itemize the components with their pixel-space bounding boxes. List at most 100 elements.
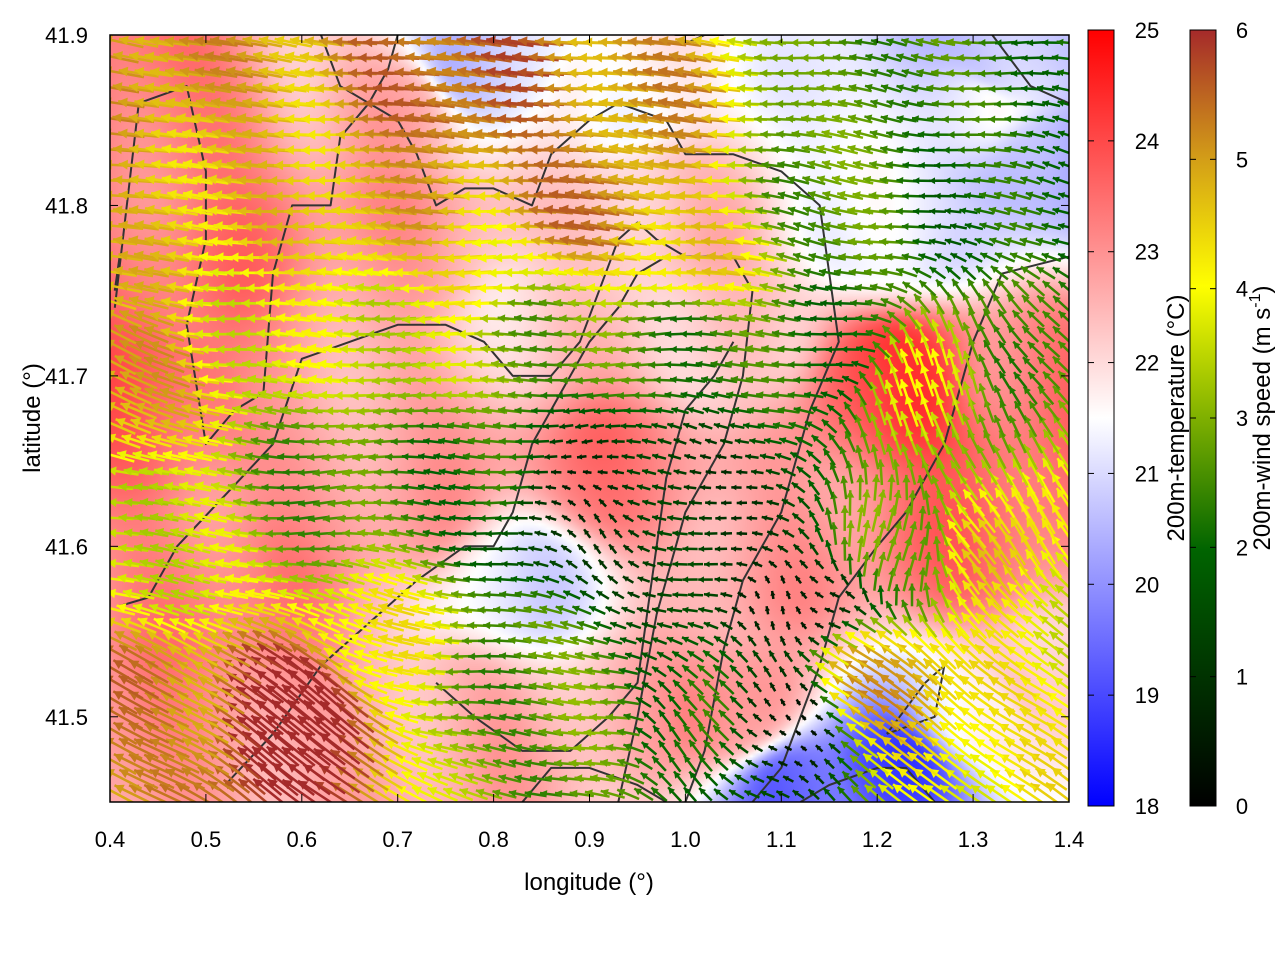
wind-vector <box>178 631 213 651</box>
wind-vector <box>184 618 217 634</box>
wind-vector <box>808 648 830 665</box>
wind-vector <box>483 713 506 721</box>
x-tick-label: 1.1 <box>766 827 797 852</box>
x-tick-label: 1.2 <box>862 827 893 852</box>
wind-vector <box>118 513 149 523</box>
wind-vector <box>753 620 761 631</box>
wind-vector <box>1040 517 1062 550</box>
wind-vector <box>613 559 624 570</box>
wind-vector <box>110 675 144 700</box>
wind-vector <box>112 659 154 685</box>
wind-vector <box>844 630 876 651</box>
wind-vector <box>499 499 521 507</box>
wind-vector <box>745 453 759 460</box>
wind-vector <box>775 790 790 799</box>
wind-vector <box>267 778 301 802</box>
wind-vector <box>400 513 423 522</box>
wind-vector <box>809 606 818 614</box>
wind-vector <box>423 468 442 476</box>
wind-vector <box>469 560 488 568</box>
wind-vector <box>377 602 415 617</box>
wind-vector <box>555 605 578 615</box>
wind-vector <box>607 484 619 491</box>
wind-vector <box>199 527 233 539</box>
wind-vector <box>584 789 610 798</box>
wind-vector <box>574 651 600 661</box>
wind-vector <box>576 454 587 460</box>
wind-vector <box>696 693 715 712</box>
wind-vector <box>703 561 718 568</box>
wind-vector <box>498 774 522 784</box>
wind-vector <box>636 453 651 460</box>
wind-vector <box>912 704 943 732</box>
wind-vector <box>334 573 365 586</box>
wind-vector <box>448 514 468 522</box>
wind-vector <box>762 729 772 737</box>
wind-vector <box>534 530 548 537</box>
wind-vector <box>642 561 656 568</box>
wind-vector <box>117 543 149 553</box>
wind-vector <box>861 519 871 548</box>
wind-vector <box>799 559 809 570</box>
wind-vector <box>238 602 276 617</box>
wind-vector <box>846 520 855 547</box>
wind-vector <box>508 789 532 798</box>
wind-vector <box>323 618 356 634</box>
wind-vector <box>485 560 504 568</box>
wind-vector <box>499 682 521 691</box>
wind-vector <box>133 706 175 729</box>
wind-vector <box>110 466 139 476</box>
wind-vector <box>748 605 756 615</box>
colorbar-tick-label: 0 <box>1236 794 1248 819</box>
wind-vector <box>916 598 928 623</box>
wind-vector <box>672 591 688 598</box>
wind-vector <box>222 747 261 780</box>
wind-vector <box>809 575 819 584</box>
x-tick-label: 0.9 <box>574 827 605 852</box>
wind-vector <box>149 768 191 790</box>
wind-vector <box>411 786 443 802</box>
wind-vector <box>355 558 386 570</box>
wind-vector <box>377 634 415 647</box>
wind-vector <box>134 675 175 699</box>
wind-vector <box>185 558 216 569</box>
wind-vector <box>828 691 861 714</box>
wind-vector <box>636 484 651 491</box>
wind-vector <box>338 648 372 664</box>
wind-vector <box>475 788 503 800</box>
wind-vector <box>181 767 220 791</box>
wind-vector <box>433 514 452 522</box>
wind-vector <box>363 633 399 648</box>
wind-vector <box>746 546 758 552</box>
wind-vector <box>657 709 672 726</box>
wind-vector <box>814 591 824 599</box>
colorbar-tick-label: 25 <box>1135 18 1159 43</box>
wind-vector <box>478 698 500 706</box>
wind-vector <box>918 505 927 531</box>
wind-vector <box>305 574 333 585</box>
wind-vector <box>650 786 668 802</box>
wind-vector <box>729 664 744 679</box>
wind-vector <box>656 770 673 788</box>
wind-vector <box>124 498 154 507</box>
wind-vector <box>666 545 683 552</box>
wind-vector <box>170 558 200 570</box>
wind-vector <box>417 712 448 722</box>
wind-vector <box>885 600 898 620</box>
wind-vector <box>438 499 458 506</box>
wind-vector <box>996 458 1014 486</box>
wind-vector <box>797 496 811 510</box>
wind-vector <box>822 787 836 802</box>
wind-vector <box>761 515 774 521</box>
wind-vector <box>813 773 825 785</box>
wind-vector <box>368 618 405 632</box>
wind-vector <box>194 511 228 524</box>
wind-vector <box>618 667 638 676</box>
wind-vector <box>796 465 812 479</box>
wind-vector <box>954 784 982 802</box>
wind-vector <box>214 588 249 600</box>
wind-vector <box>338 587 372 602</box>
wind-vector <box>225 543 258 553</box>
wind-vector <box>841 620 859 631</box>
